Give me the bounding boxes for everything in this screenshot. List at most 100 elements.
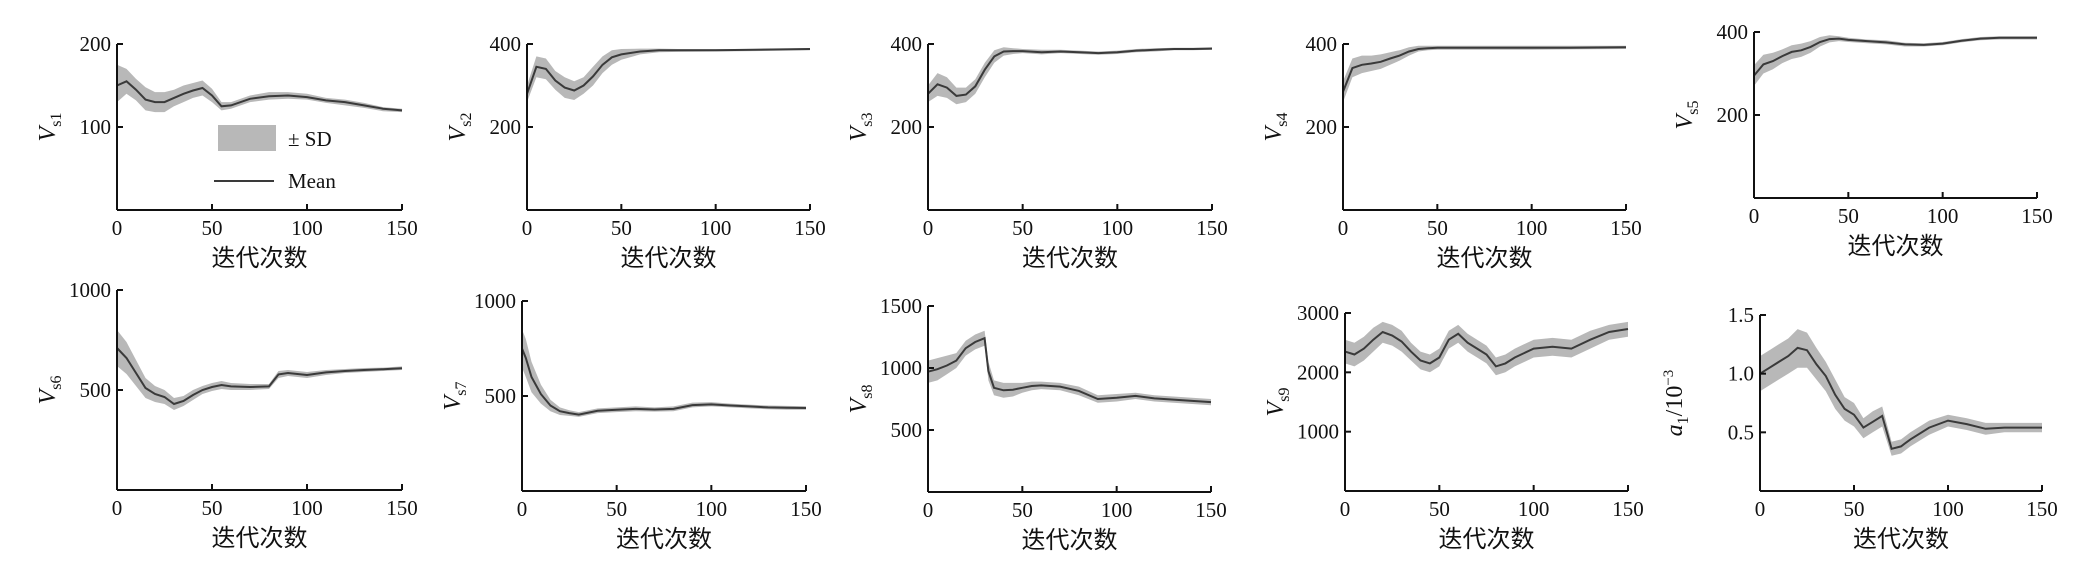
y-axis-label: Vs2 xyxy=(445,113,475,142)
y-tick-label: 200 xyxy=(1717,103,1749,127)
legend-sd-swatch xyxy=(218,125,276,151)
mean-line xyxy=(116,80,403,112)
y-axis-label: Vs1 xyxy=(35,113,65,142)
sd-band xyxy=(1343,45,1626,103)
y-tick-label: 0.5 xyxy=(1728,420,1754,444)
y-axis-label: Vs8 xyxy=(846,385,876,414)
chart-panel-7: 0 50 100 150 500 1000 迭代次数 Vs7 xyxy=(440,289,822,553)
mean-line xyxy=(927,47,1213,97)
x-tick-label: 150 xyxy=(1612,497,1644,521)
mean-line xyxy=(1759,346,2042,451)
x-tick-label: 100 xyxy=(1516,216,1548,240)
mean-line xyxy=(526,48,811,95)
x-tick-label: 50 xyxy=(1012,216,1033,240)
mean-line xyxy=(521,348,807,416)
y-tick-label: 200 xyxy=(1306,115,1338,139)
y-tick-label: 1000 xyxy=(1297,420,1339,444)
y-tick-label: 1000 xyxy=(880,356,922,380)
x-tick-label: 50 xyxy=(1844,497,1865,521)
x-tick-label: 150 xyxy=(386,216,418,240)
x-axis-label: 迭代次数 xyxy=(616,525,712,553)
y-tick-label: 100 xyxy=(80,115,112,139)
y-tick-label: 1.0 xyxy=(1728,362,1754,386)
y-tick-label: 500 xyxy=(891,418,923,442)
y-tick-label: 500 xyxy=(80,378,112,402)
y-tick-label: 400 xyxy=(1717,20,1749,44)
x-axis-label: 迭代次数 xyxy=(212,524,308,552)
x-tick-label: 0 xyxy=(112,216,123,240)
mean-line xyxy=(116,347,403,406)
x-tick-label: 100 xyxy=(291,216,323,240)
chart-panel-6: 0 50 100 150 500 1000 迭代次数 Vs6 xyxy=(35,278,418,552)
y-tick-label: 400 xyxy=(490,32,522,56)
x-tick-label: 0 xyxy=(1755,497,1766,521)
x-axis-label: 迭代次数 xyxy=(212,244,308,272)
x-axis-label: 迭代次数 xyxy=(1848,232,1944,260)
y-axis-label: Vs3 xyxy=(846,113,876,142)
y-tick-label: 200 xyxy=(891,115,923,139)
chart-panel-3: 0 50 100 150 200 400 迭代次数 Vs3 xyxy=(846,32,1228,272)
x-axis-label: 迭代次数 xyxy=(1439,525,1535,553)
x-tick-label: 0 xyxy=(923,216,934,240)
mean-line xyxy=(1753,36,2037,77)
x-tick-label: 100 xyxy=(1927,204,1959,228)
x-tick-label: 50 xyxy=(606,497,627,521)
chart-panel-5: 0 50 100 150 200 400 迭代次数 Vs5 xyxy=(1672,20,2053,260)
y-tick-label: 1.5 xyxy=(1728,303,1754,327)
sd-band xyxy=(928,330,1211,406)
x-tick-label: 100 xyxy=(696,497,728,521)
x-tick-label: 0 xyxy=(1338,216,1349,240)
chart-panel-4: 0 50 100 150 200 400 迭代次数 Vs4 xyxy=(1261,32,1642,272)
chart-panel-8: 0 50 100 150 500 1000 1500 迭代次数 Vs8 xyxy=(846,294,1227,554)
sd-band xyxy=(522,329,806,417)
y-tick-label: 1500 xyxy=(880,294,922,318)
y-tick-label: 1000 xyxy=(474,289,516,313)
y-axis-label: Vs9 xyxy=(1263,388,1293,417)
y-axis-label: Vs4 xyxy=(1261,113,1291,142)
mean-line xyxy=(1344,328,1629,368)
y-tick-label: 200 xyxy=(490,115,522,139)
mean-line xyxy=(927,336,1212,404)
x-tick-label: 100 xyxy=(291,496,323,520)
x-axis-label: 迭代次数 xyxy=(1853,525,1949,553)
y-axis-label: Vs7 xyxy=(440,382,470,411)
x-tick-label: 100 xyxy=(1102,216,1134,240)
x-axis-label: 迭代次数 xyxy=(1022,244,1118,272)
sd-band xyxy=(928,47,1212,105)
y-axis-label: Vs6 xyxy=(35,376,65,405)
chart-panel-10: 0 50 100 150 0.5 1.0 1.5 迭代次数 a1/10−3 xyxy=(1661,303,2058,553)
x-tick-label: 150 xyxy=(794,216,826,240)
chart-panel-1: 0 50 100 150 100 200 迭代次数 Vs1 xyxy=(35,32,418,272)
x-tick-label: 0 xyxy=(522,216,533,240)
sd-band xyxy=(1754,35,2037,86)
x-tick-label: 100 xyxy=(1932,497,1964,521)
y-tick-label: 200 xyxy=(80,32,112,56)
x-tick-label: 50 xyxy=(1427,216,1448,240)
x-axis-label: 迭代次数 xyxy=(1022,526,1118,554)
x-tick-label: 50 xyxy=(1429,497,1450,521)
y-axis-label: Vs5 xyxy=(1672,101,1702,130)
y-tick-label: 400 xyxy=(1306,32,1338,56)
x-tick-label: 150 xyxy=(1610,216,1642,240)
x-tick-label: 50 xyxy=(611,216,632,240)
x-tick-label: 50 xyxy=(202,496,223,520)
x-tick-label: 100 xyxy=(700,216,732,240)
x-tick-label: 0 xyxy=(112,496,123,520)
x-tick-label: 150 xyxy=(386,496,418,520)
y-tick-label: 3000 xyxy=(1297,301,1339,325)
legend-sd-label: ± SD xyxy=(288,127,332,151)
x-tick-label: 0 xyxy=(1340,497,1351,521)
legend: ± SD Mean xyxy=(214,125,336,193)
x-tick-label: 150 xyxy=(2026,497,2058,521)
x-tick-label: 100 xyxy=(1518,497,1550,521)
y-tick-label: 2000 xyxy=(1297,360,1339,384)
x-tick-label: 0 xyxy=(517,497,528,521)
x-tick-label: 150 xyxy=(1196,216,1228,240)
x-tick-label: 0 xyxy=(1749,204,1760,228)
sd-band xyxy=(527,48,810,103)
y-axis-label: a1/10−3 xyxy=(1661,370,1692,437)
y-tick-label: 1000 xyxy=(69,278,111,302)
x-tick-label: 100 xyxy=(1101,498,1133,522)
legend-mean-label: Mean xyxy=(288,169,336,193)
